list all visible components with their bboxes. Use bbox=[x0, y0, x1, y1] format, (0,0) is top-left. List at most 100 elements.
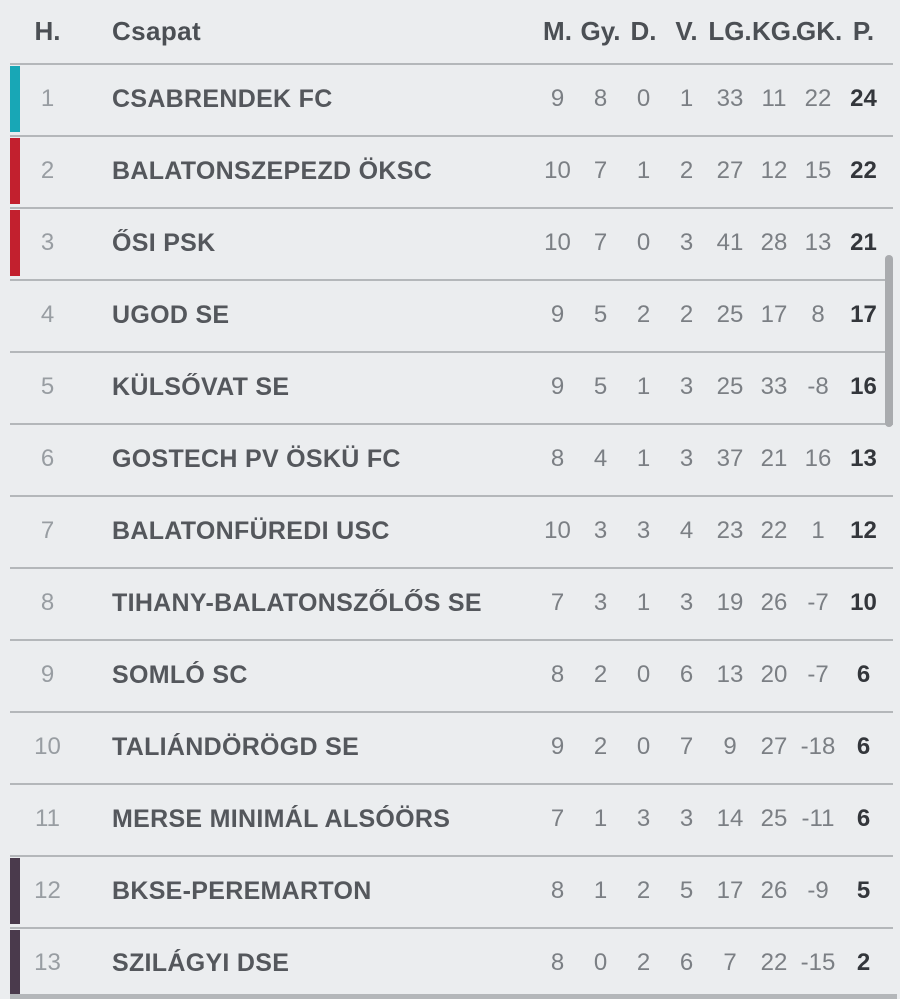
draws-cell: 2 bbox=[636, 877, 651, 904]
wins-cell: 2 bbox=[593, 661, 608, 688]
losses-cell: 5 bbox=[679, 877, 694, 904]
losses-cell: 3 bbox=[679, 589, 694, 616]
rank-accent-bar bbox=[10, 138, 20, 204]
goals-for-cell: 27 bbox=[716, 157, 744, 184]
position-cell: 8 bbox=[40, 589, 55, 616]
matches-cell: 9 bbox=[550, 733, 565, 760]
points-cell: 21 bbox=[850, 229, 877, 256]
goal-diff-cell: 16 bbox=[804, 445, 832, 472]
table-row[interactable]: 8 TIHANY-BALATONSZŐLŐS SE 7 3 1 3 19 26 … bbox=[0, 567, 900, 639]
position-cell: 3 bbox=[40, 229, 55, 256]
points-cell: 6 bbox=[856, 733, 871, 760]
scrollbar-thumb[interactable] bbox=[885, 255, 893, 427]
draws-cell: 1 bbox=[636, 373, 651, 400]
team-name: MERSE MINIMÁL ALSÓÖRS bbox=[112, 804, 451, 833]
draws-cell: 1 bbox=[636, 157, 651, 184]
table-row[interactable]: 4 UGOD SE 9 5 2 2 25 17 8 17 bbox=[0, 279, 900, 351]
points-cell: 13 bbox=[850, 445, 877, 472]
goal-diff-cell: -7 bbox=[807, 589, 829, 616]
goal-diff-cell: -8 bbox=[807, 373, 829, 400]
team-name: KÜLSŐVAT SE bbox=[112, 372, 290, 401]
position-cell: 11 bbox=[35, 805, 60, 832]
table-row[interactable]: 13 SZILÁGYI DSE 8 0 2 6 7 22 -15 2 bbox=[0, 927, 900, 999]
goals-against-cell: 12 bbox=[760, 157, 788, 184]
header-wins: Gy. bbox=[580, 16, 621, 46]
losses-cell: 3 bbox=[679, 373, 694, 400]
matches-cell: 10 bbox=[544, 229, 571, 256]
losses-cell: 7 bbox=[679, 733, 694, 760]
losses-cell: 6 bbox=[679, 661, 694, 688]
draws-cell: 0 bbox=[636, 229, 651, 256]
points-cell: 16 bbox=[850, 373, 877, 400]
goal-diff-cell: 15 bbox=[804, 157, 832, 184]
points-cell: 6 bbox=[856, 805, 871, 832]
draws-cell: 3 bbox=[636, 517, 651, 544]
draws-cell: 2 bbox=[636, 949, 651, 976]
goal-diff-cell: -15 bbox=[800, 949, 836, 976]
matches-cell: 9 bbox=[550, 373, 565, 400]
table-row[interactable]: 9 SOMLÓ SC 8 2 0 6 13 20 -7 6 bbox=[0, 639, 900, 711]
goal-diff-cell: 22 bbox=[804, 85, 832, 112]
goals-against-cell: 20 bbox=[760, 661, 788, 688]
position-cell: 10 bbox=[34, 733, 61, 760]
goal-diff-cell: -9 bbox=[807, 877, 829, 904]
matches-cell: 8 bbox=[550, 877, 565, 904]
wins-cell: 5 bbox=[593, 301, 608, 328]
goal-diff-cell: -11 bbox=[801, 805, 835, 832]
position-cell: 13 bbox=[34, 949, 61, 976]
wins-cell: 3 bbox=[593, 589, 608, 616]
goals-for-cell: 25 bbox=[716, 301, 744, 328]
goals-for-cell: 25 bbox=[716, 373, 744, 400]
table-row[interactable]: 11 MERSE MINIMÁL ALSÓÖRS 7 1 3 3 14 25 -… bbox=[0, 783, 900, 855]
draws-cell: 3 bbox=[636, 805, 651, 832]
goals-against-cell: 17 bbox=[760, 301, 788, 328]
matches-cell: 8 bbox=[550, 661, 565, 688]
points-cell: 6 bbox=[856, 661, 871, 688]
table-row[interactable]: 10 TALIÁNDÖRÖGD SE 9 2 0 7 9 27 -18 6 bbox=[0, 711, 900, 783]
draws-cell: 0 bbox=[636, 85, 651, 112]
matches-cell: 10 bbox=[544, 157, 571, 184]
wins-cell: 3 bbox=[593, 517, 608, 544]
team-name: TIHANY-BALATONSZŐLŐS SE bbox=[112, 588, 482, 617]
position-cell: 9 bbox=[40, 661, 55, 688]
draws-cell: 0 bbox=[636, 661, 651, 688]
table-row[interactable]: 2 BALATONSZEPEZD ÖKSC 10 7 1 2 27 12 15 … bbox=[0, 135, 900, 207]
wins-cell: 5 bbox=[593, 373, 608, 400]
goal-diff-cell: -18 bbox=[800, 733, 836, 760]
wins-cell: 2 bbox=[593, 733, 608, 760]
goal-diff-cell: -7 bbox=[807, 661, 829, 688]
table-row[interactable]: 12 BKSE-PEREMARTON 8 1 2 5 17 26 -9 5 bbox=[0, 855, 900, 927]
table-row[interactable]: 7 BALATONFÜREDI USC 10 3 3 4 23 22 1 12 bbox=[0, 495, 900, 567]
table-row[interactable]: 6 GOSTECH PV ÖSKÜ FC 8 4 1 3 37 21 16 13 bbox=[0, 423, 900, 495]
position-cell: 7 bbox=[40, 517, 55, 544]
goals-against-cell: 27 bbox=[760, 733, 788, 760]
goals-for-cell: 9 bbox=[723, 733, 737, 760]
losses-cell: 3 bbox=[679, 445, 694, 472]
wins-cell: 4 bbox=[593, 445, 608, 472]
matches-cell: 9 bbox=[550, 85, 565, 112]
goals-for-cell: 14 bbox=[716, 805, 744, 832]
points-cell: 10 bbox=[850, 589, 877, 616]
goals-for-cell: 7 bbox=[723, 949, 737, 976]
table-header: H. Csapat M. Gy. D. V. LG. KG. GK. P. bbox=[0, 0, 900, 63]
table-row[interactable]: 5 KÜLSŐVAT SE 9 5 1 3 25 33 -8 16 bbox=[0, 351, 900, 423]
goals-against-cell: 21 bbox=[760, 445, 788, 472]
team-name: TALIÁNDÖRÖGD SE bbox=[112, 732, 360, 761]
wins-cell: 1 bbox=[593, 877, 608, 904]
losses-cell: 2 bbox=[679, 301, 694, 328]
points-cell: 17 bbox=[850, 301, 877, 328]
table-row[interactable]: 3 ŐSI PSK 10 7 0 3 41 28 13 21 bbox=[0, 207, 900, 279]
points-cell: 2 bbox=[856, 949, 871, 976]
wins-cell: 7 bbox=[593, 229, 608, 256]
position-cell: 1 bbox=[40, 85, 55, 112]
wins-cell: 1 bbox=[593, 805, 608, 832]
goal-diff-cell: 8 bbox=[811, 301, 825, 328]
points-cell: 5 bbox=[856, 877, 871, 904]
losses-cell: 2 bbox=[679, 157, 694, 184]
losses-cell: 1 bbox=[679, 85, 694, 112]
goals-for-cell: 17 bbox=[716, 877, 744, 904]
table-row[interactable]: 1 CSABRENDEK FC 9 8 0 1 33 11 22 24 bbox=[0, 63, 900, 135]
goals-for-cell: 13 bbox=[716, 661, 744, 688]
position-cell: 5 bbox=[40, 373, 55, 400]
